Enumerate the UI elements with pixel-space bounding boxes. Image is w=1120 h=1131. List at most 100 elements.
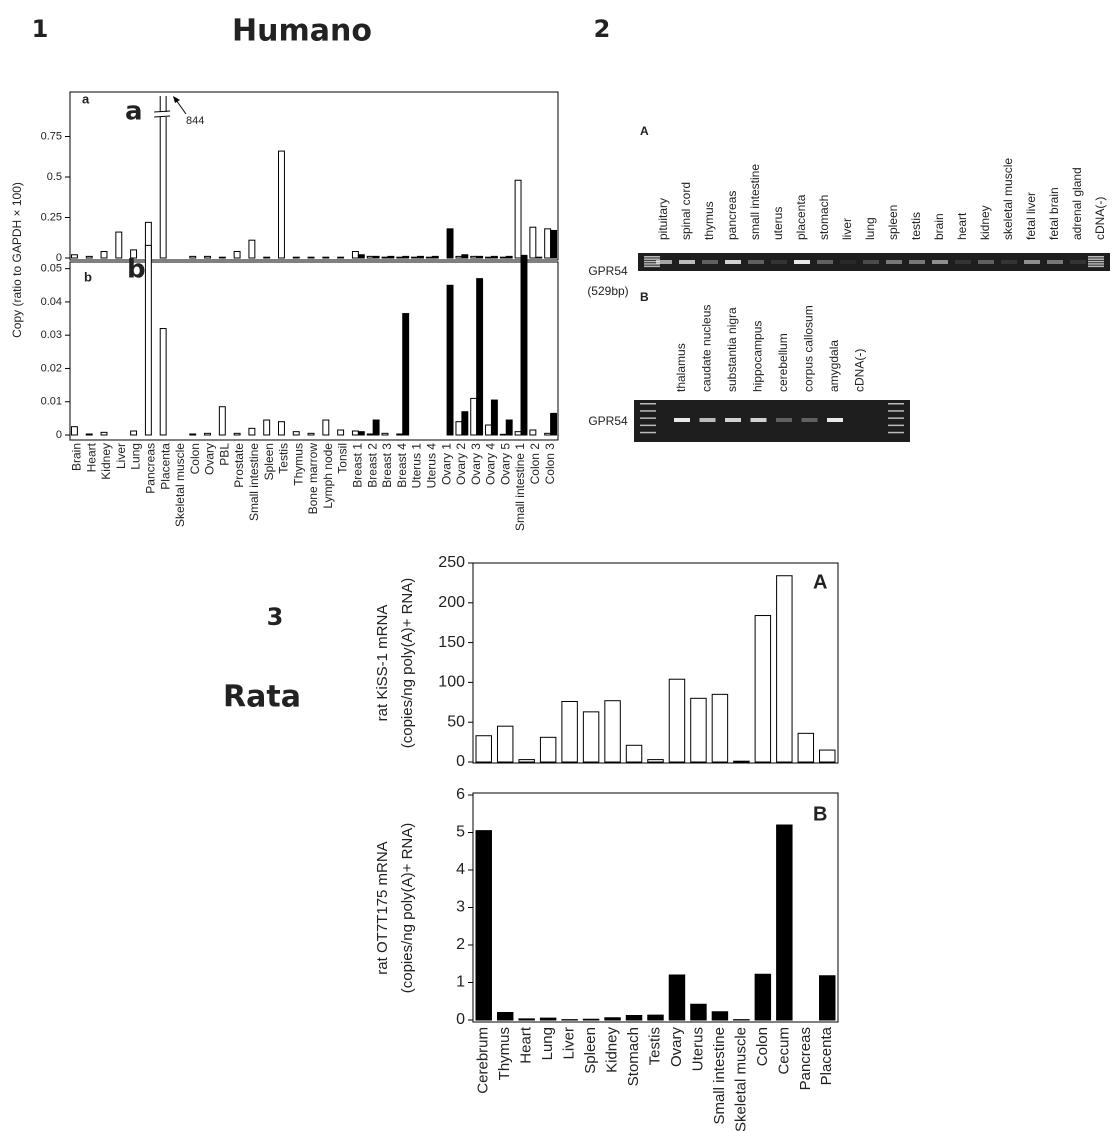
gel-ladder bbox=[640, 403, 656, 405]
bar bbox=[367, 434, 373, 435]
y-tick-label: 0.05 bbox=[41, 263, 62, 275]
bar bbox=[648, 1015, 663, 1020]
bar bbox=[712, 1012, 727, 1020]
x-tick-label: Liver bbox=[561, 1027, 578, 1060]
bar bbox=[403, 256, 409, 258]
gel-target: GPR54 bbox=[588, 264, 628, 278]
gel-ladder bbox=[644, 258, 660, 260]
bar bbox=[476, 736, 491, 762]
y-tick-label: 50 bbox=[447, 713, 465, 730]
gel-target: GPR54 bbox=[588, 414, 628, 428]
gel-lane-label: spinal cord bbox=[679, 182, 693, 240]
x-tick-label: Uterus 4 bbox=[424, 443, 438, 489]
gel-ladder bbox=[888, 425, 904, 427]
panel-label: A bbox=[813, 571, 827, 593]
x-tick-label: Liver bbox=[114, 443, 128, 469]
gel-band bbox=[1001, 260, 1017, 264]
bar bbox=[412, 257, 418, 258]
bar bbox=[648, 760, 663, 762]
bar bbox=[101, 432, 107, 435]
gel-ladder bbox=[1088, 266, 1104, 268]
x-tick-label: Testis bbox=[646, 1027, 663, 1065]
bar bbox=[373, 256, 379, 258]
bar bbox=[403, 314, 409, 435]
y-tick-label: 100 bbox=[438, 674, 465, 691]
gel-lane-label: kidney bbox=[978, 205, 992, 240]
gel-lane-label: liver bbox=[840, 218, 854, 240]
axis-break-mark bbox=[154, 111, 170, 112]
y-tick-label: 0 bbox=[56, 429, 62, 441]
x-tick-label: Colon 2 bbox=[528, 443, 542, 485]
gel-size: (529bp) bbox=[587, 284, 628, 298]
gel-band bbox=[700, 418, 716, 422]
gel-lane-label: pituitary bbox=[656, 198, 670, 240]
bar bbox=[447, 285, 453, 435]
y-axis-label: Copy (ratio to GAPDH × 100) bbox=[10, 182, 24, 338]
figure-label: Humano bbox=[232, 14, 372, 49]
bar bbox=[249, 428, 255, 435]
gel-ladder bbox=[888, 410, 904, 412]
figure-label: 2 bbox=[594, 15, 611, 43]
bar bbox=[160, 0, 166, 258]
bar bbox=[456, 256, 462, 258]
plot-frame bbox=[70, 262, 558, 440]
gel-ladder bbox=[1088, 258, 1104, 260]
y-tick-label: 0.75 bbox=[41, 130, 62, 142]
x-tick-label: Colon 3 bbox=[543, 443, 557, 485]
bar bbox=[519, 760, 534, 762]
annotation: 844 bbox=[186, 115, 204, 127]
bar bbox=[519, 1019, 534, 1020]
gel-ladder bbox=[888, 403, 904, 405]
bar bbox=[551, 413, 557, 435]
figure-label: Rata bbox=[223, 680, 301, 715]
x-tick-label: Breast 4 bbox=[395, 443, 409, 488]
figure-label: 1 bbox=[32, 15, 49, 43]
x-tick-label: Kidney bbox=[99, 443, 113, 480]
x-tick-label: Ovary 5 bbox=[498, 443, 512, 485]
gel-band bbox=[702, 260, 718, 264]
bar bbox=[820, 750, 835, 762]
gel-band bbox=[1047, 260, 1063, 264]
gel-ladder bbox=[888, 432, 904, 434]
y-axis-label: rat KiSS-1 mRNA bbox=[374, 605, 391, 722]
gel-lane-label: spleen bbox=[886, 205, 900, 240]
x-tick-label: Ovary 3 bbox=[469, 443, 483, 485]
gel-lane-label: small intestine bbox=[748, 164, 762, 240]
y-axis-label: rat OT7T175 mRNA bbox=[374, 841, 391, 974]
bar bbox=[500, 434, 506, 435]
bar bbox=[338, 257, 344, 258]
gel-lane-label: substantia nigra bbox=[725, 307, 739, 392]
panel-label: B bbox=[813, 803, 827, 825]
bar bbox=[358, 255, 364, 258]
x-tick-label: Pancreas bbox=[144, 443, 158, 494]
bar bbox=[691, 698, 706, 762]
gel-lane-label: lung bbox=[863, 217, 877, 240]
bar bbox=[367, 256, 373, 258]
gel-band bbox=[725, 418, 741, 422]
gel-lane-label: placenta bbox=[794, 194, 808, 240]
bar bbox=[264, 420, 270, 435]
bar bbox=[471, 256, 477, 258]
gel-lane-label: cDNA(-) bbox=[853, 349, 867, 392]
bar bbox=[669, 679, 684, 762]
bar bbox=[432, 256, 438, 258]
gel-ladder bbox=[888, 417, 904, 419]
figure: 1 Humano 2 3 Rata AGPR54(529bp)pituitary… bbox=[0, 0, 1120, 1131]
y-tick-label: 0.01 bbox=[41, 396, 62, 408]
y-tick-label: 4 bbox=[456, 861, 465, 878]
x-tick-label: Breast 1 bbox=[351, 443, 365, 488]
bar bbox=[71, 255, 77, 258]
y-axis-label: (copies/ng poly(A)+ RNA) bbox=[399, 578, 416, 748]
bar bbox=[536, 257, 542, 258]
bar bbox=[583, 1019, 598, 1020]
x-tick-label: Colon bbox=[188, 443, 202, 474]
bar bbox=[734, 761, 749, 762]
x-tick-label: Kidney bbox=[604, 1027, 621, 1073]
bar bbox=[530, 430, 536, 435]
bar bbox=[500, 257, 506, 258]
bar bbox=[308, 257, 314, 258]
gel-ladder bbox=[640, 432, 656, 434]
gel-lane-label: cerebellum bbox=[776, 333, 790, 392]
gel-lane-label: adrenal gland bbox=[1070, 167, 1084, 240]
bar bbox=[279, 422, 285, 435]
